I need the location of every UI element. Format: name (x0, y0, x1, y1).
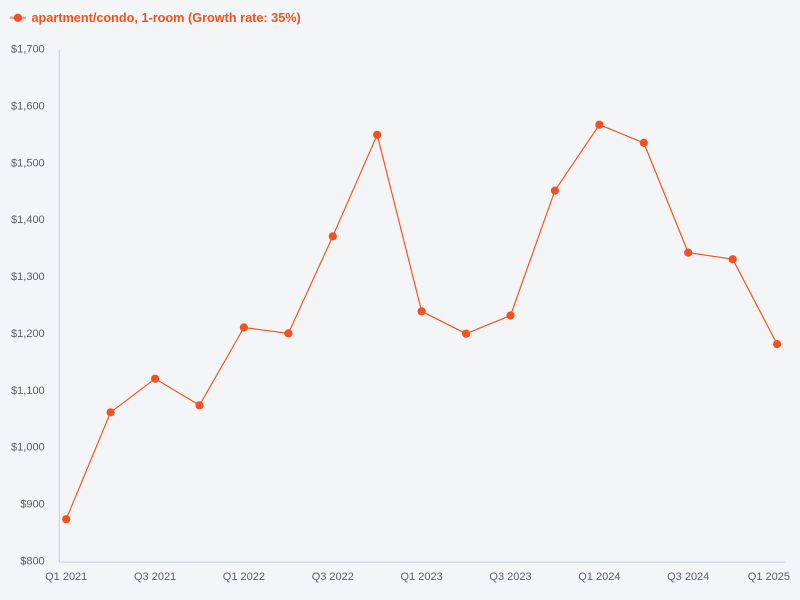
svg-text:Q1 2024: Q1 2024 (578, 571, 620, 583)
svg-text:Q1 2023: Q1 2023 (400, 571, 442, 583)
svg-text:Q3 2021: Q3 2021 (134, 571, 176, 583)
svg-text:$1,200: $1,200 (11, 328, 45, 340)
svg-text:Q1 2025: Q1 2025 (748, 571, 790, 583)
svg-text:Q3 2023: Q3 2023 (489, 571, 531, 583)
svg-text:$1,700: $1,700 (11, 44, 45, 56)
svg-text:Q3 2022: Q3 2022 (312, 571, 354, 583)
svg-text:Q1 2022: Q1 2022 (223, 571, 265, 583)
svg-text:$1,300: $1,300 (11, 271, 45, 283)
svg-text:$1,600: $1,600 (11, 100, 45, 112)
svg-text:Q1 2021: Q1 2021 (45, 571, 87, 583)
svg-text:$1,400: $1,400 (11, 214, 45, 226)
svg-text:$1,100: $1,100 (11, 385, 45, 397)
svg-text:Q3 2024: Q3 2024 (667, 571, 709, 583)
svg-text:$1,500: $1,500 (11, 157, 45, 169)
svg-text:apartment/condo, 1-room (Growt: apartment/condo, 1-room (Growth rate: 35… (32, 11, 301, 25)
svg-text:$1,000: $1,000 (11, 442, 45, 454)
svg-text:$900: $900 (20, 499, 44, 511)
svg-text:$800: $800 (20, 556, 44, 568)
